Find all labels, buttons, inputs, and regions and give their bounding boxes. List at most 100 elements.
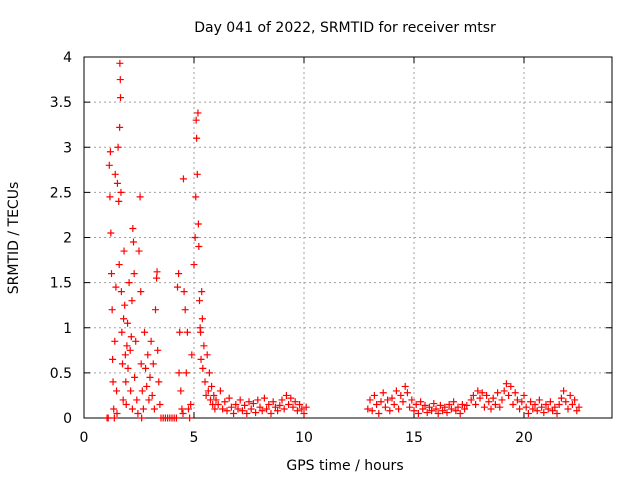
data-point bbox=[138, 414, 146, 422]
data-point bbox=[256, 403, 264, 411]
data-point bbox=[535, 396, 543, 404]
data-point bbox=[518, 398, 526, 406]
data-point bbox=[478, 389, 486, 397]
data-point bbox=[192, 193, 200, 201]
data-point bbox=[560, 387, 568, 395]
data-point bbox=[395, 405, 403, 413]
data-point bbox=[441, 403, 449, 411]
data-point bbox=[241, 401, 249, 409]
data-point bbox=[111, 170, 119, 178]
data-point bbox=[106, 193, 114, 201]
data-point bbox=[489, 394, 497, 402]
data-point bbox=[366, 396, 374, 404]
data-point bbox=[204, 387, 212, 395]
y-tick-label: 3 bbox=[63, 140, 72, 156]
data-point bbox=[447, 405, 455, 413]
data-point bbox=[199, 364, 207, 372]
x-tick-label: 15 bbox=[405, 430, 423, 446]
data-point bbox=[469, 391, 477, 399]
data-point bbox=[454, 403, 462, 411]
data-point bbox=[212, 396, 220, 404]
data-point bbox=[573, 407, 581, 415]
data-point bbox=[513, 396, 521, 404]
chart-title: Day 041 of 2022, SRMTID for receiver mts… bbox=[194, 20, 496, 36]
data-point bbox=[141, 328, 148, 336]
data-point bbox=[487, 405, 495, 413]
data-point bbox=[139, 405, 147, 413]
data-point bbox=[364, 405, 372, 413]
data-point bbox=[452, 407, 460, 415]
data-point bbox=[175, 369, 183, 377]
data-point bbox=[476, 394, 484, 402]
x-tick-label: 20 bbox=[515, 430, 533, 446]
data-point bbox=[375, 409, 383, 417]
data-point bbox=[302, 403, 310, 411]
data-point bbox=[128, 297, 136, 305]
data-point bbox=[291, 398, 299, 406]
data-point bbox=[230, 409, 238, 417]
data-point bbox=[107, 229, 115, 237]
data-point bbox=[533, 407, 541, 415]
data-point bbox=[131, 373, 139, 381]
data-point bbox=[180, 288, 188, 296]
data-point bbox=[126, 346, 134, 354]
data-point bbox=[542, 400, 550, 408]
data-point bbox=[194, 220, 202, 228]
data-point bbox=[182, 369, 190, 377]
data-point bbox=[381, 403, 389, 411]
data-point bbox=[571, 396, 579, 404]
data-point bbox=[494, 389, 502, 397]
data-point bbox=[538, 403, 546, 411]
data-point bbox=[474, 387, 482, 395]
data-point bbox=[116, 76, 124, 84]
data-point bbox=[124, 364, 132, 372]
data-point bbox=[260, 394, 268, 402]
x-tick-label: 10 bbox=[295, 430, 313, 446]
data-point bbox=[392, 387, 400, 395]
data-point bbox=[379, 389, 387, 397]
data-point bbox=[377, 398, 385, 406]
data-point bbox=[210, 391, 218, 399]
data-point bbox=[113, 387, 121, 395]
data-point bbox=[144, 351, 152, 359]
data-point bbox=[129, 224, 137, 232]
data-point bbox=[105, 161, 113, 169]
data-point bbox=[287, 394, 295, 402]
data-point bbox=[106, 148, 114, 156]
data-point bbox=[397, 391, 405, 399]
y-tick-label: 3.5 bbox=[50, 95, 72, 111]
data-point bbox=[104, 414, 112, 422]
data-point bbox=[119, 396, 127, 404]
data-point bbox=[274, 407, 282, 415]
data-point bbox=[566, 391, 574, 399]
data-point bbox=[472, 400, 480, 408]
data-point bbox=[564, 405, 572, 413]
data-point bbox=[401, 382, 409, 390]
data-point bbox=[546, 398, 554, 406]
data-point bbox=[152, 306, 159, 314]
data-point bbox=[135, 247, 143, 255]
data-point bbox=[408, 396, 416, 404]
data-point bbox=[185, 405, 192, 413]
data-point bbox=[450, 398, 458, 406]
data-point bbox=[434, 409, 442, 417]
data-point bbox=[483, 391, 491, 399]
data-point bbox=[203, 351, 211, 359]
data-point bbox=[190, 261, 198, 269]
data-point bbox=[194, 109, 202, 117]
data-point bbox=[147, 337, 155, 345]
data-point bbox=[117, 188, 125, 196]
data-point bbox=[127, 333, 135, 341]
data-point bbox=[172, 414, 180, 422]
data-point bbox=[553, 409, 561, 417]
data-point bbox=[121, 301, 129, 309]
data-point bbox=[187, 400, 195, 408]
data-point bbox=[373, 400, 381, 408]
data-point bbox=[414, 409, 422, 417]
data-point bbox=[263, 405, 271, 413]
data-point bbox=[386, 407, 394, 415]
data-point bbox=[269, 398, 277, 406]
data-point bbox=[108, 270, 115, 278]
data-point bbox=[125, 279, 133, 287]
data-point bbox=[428, 407, 436, 415]
